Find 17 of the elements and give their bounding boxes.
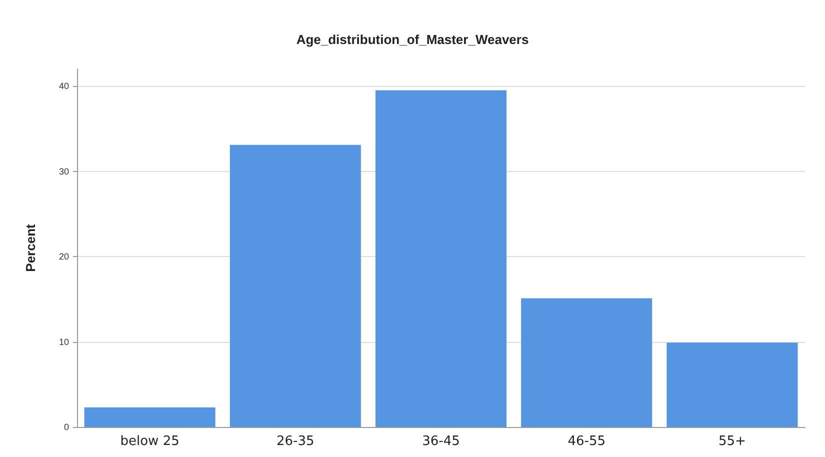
bar	[666, 342, 798, 427]
y-tick-label: 30	[58, 166, 69, 176]
y-tick-label: 0	[64, 422, 69, 432]
bar	[521, 298, 652, 427]
x-tick-label: 36-45	[422, 434, 460, 449]
bar	[375, 90, 507, 427]
x-tick-label: 26-35	[276, 434, 314, 449]
bar	[230, 144, 361, 427]
x-tick-label: below 25	[120, 434, 180, 449]
chart-title: Age_distribution_of_Master_Weavers	[296, 32, 529, 47]
y-tick-label: 40	[58, 81, 69, 92]
x-tick-label: 46-55	[568, 434, 606, 449]
y-axis-title: Percent	[23, 223, 38, 272]
y-tick-label: 20	[58, 252, 69, 262]
x-tick-label: 55+	[718, 434, 746, 449]
bar	[84, 407, 216, 427]
y-tick-label: 10	[58, 336, 69, 347]
